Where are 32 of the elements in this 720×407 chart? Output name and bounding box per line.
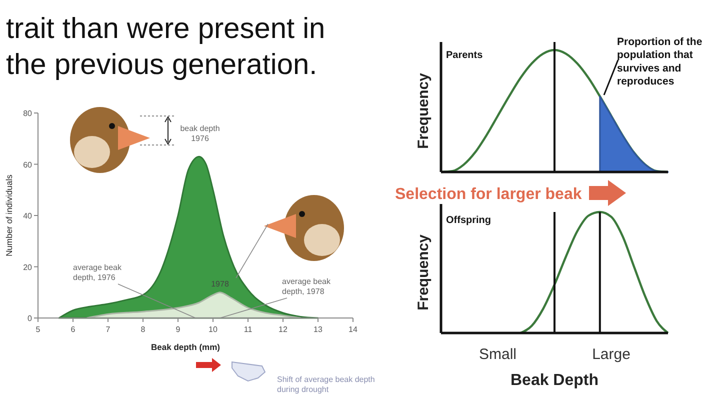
x-tick-label: Large — [592, 346, 630, 363]
text: Shift of average beak depth during drought — [277, 375, 375, 394]
x-tick-label: 5 — [36, 325, 41, 334]
x-tick-label: 14 — [348, 325, 358, 334]
x-tick-label: 8 — [140, 325, 146, 334]
annotation: beak depth 1976 — [180, 124, 220, 143]
y-axis-title: Frequency — [415, 234, 432, 310]
x-tick-label: Small — [478, 346, 517, 363]
y-axis-title: Frequency — [415, 72, 432, 149]
annotation: average beak depth, 1976 — [73, 263, 122, 282]
y-tick-label: 80 — [23, 109, 33, 118]
series-label: 1978 — [211, 279, 230, 288]
annotation: Offspring — [446, 215, 491, 226]
x-tick-label: 7 — [106, 325, 111, 334]
y-tick-label: 0 — [28, 314, 33, 323]
x-tick-label: 12 — [278, 325, 288, 334]
x-tick-label: 10 — [208, 325, 218, 334]
x-tick-label: 6 — [70, 325, 76, 334]
text: Selection for larger beak — [395, 186, 582, 203]
annotation: average beak depth, 1978 — [282, 277, 332, 296]
annotation: Proportion of the population that survives and reproduces — [617, 36, 702, 88]
x-tick-label: 11 — [244, 325, 253, 334]
x-tick-label: 9 — [176, 325, 181, 334]
x-tick-label: 13 — [314, 325, 323, 334]
x-axis-title: Beak Depth — [510, 372, 599, 389]
y-axis-title: Number of individuals — [4, 174, 14, 256]
x-axis-title: Beak depth (mm) — [151, 342, 220, 352]
chart-title: trait than were present in the previous generation. — [6, 13, 326, 81]
annotation: Parents — [446, 50, 484, 61]
y-tick-label: 40 — [23, 212, 33, 220]
y-tick-label: 20 — [23, 262, 33, 272]
y-tick-label: 60 — [23, 160, 33, 170]
